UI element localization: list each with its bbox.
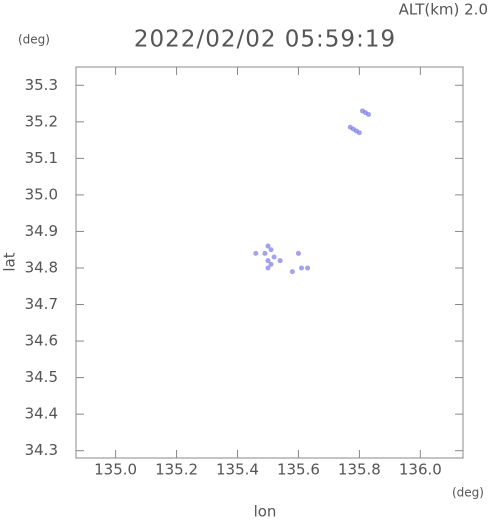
x-tick-label: 135.0: [94, 461, 137, 479]
echo-point: [262, 250, 268, 256]
y-tick-label: 35.0: [25, 185, 58, 203]
echo-point: [268, 261, 274, 267]
y-axis-label: lat: [1, 252, 19, 271]
echo-point: [356, 130, 362, 136]
y-tick-label: 34.6: [25, 332, 58, 350]
y-unit: (deg): [18, 33, 50, 47]
y-tick-label: 35.3: [25, 76, 58, 94]
y-tick-label: 34.7: [25, 295, 58, 313]
y-tick-label: 34.9: [25, 222, 58, 240]
echo-point: [298, 265, 304, 271]
echo-point: [289, 269, 295, 275]
echo-point: [271, 254, 277, 260]
x-tick-label: 135.8: [338, 461, 381, 479]
echo-point: [277, 258, 283, 264]
y-tick-label: 34.8: [25, 258, 58, 276]
plot-frame: [75, 66, 464, 459]
echo-point: [265, 243, 271, 249]
x-axis-label: lon: [254, 503, 277, 521]
x-tick-label: 135.2: [155, 461, 198, 479]
y-tick-label: 35.2: [25, 112, 58, 130]
y-tick-label: 34.4: [25, 405, 58, 423]
chart-title: 2022/02/02 05:59:19: [134, 27, 396, 53]
echo-point: [295, 250, 301, 256]
echo-point: [366, 112, 372, 118]
annotation: ALT(km) 2.0: [399, 1, 488, 19]
echo-point: [305, 265, 311, 271]
x-tick-label: 136.0: [399, 461, 442, 479]
x-unit: (deg): [452, 486, 484, 500]
echo-point: [268, 247, 274, 253]
y-tick-label: 34.5: [25, 368, 58, 386]
echo-point: [253, 250, 259, 256]
echo-point: [265, 265, 271, 271]
echo-point: [265, 258, 271, 264]
x-tick-label: 135.4: [216, 461, 259, 479]
y-tick-label: 34.3: [25, 441, 58, 459]
y-tick-label: 35.1: [25, 149, 58, 167]
x-tick-label: 135.6: [277, 461, 320, 479]
